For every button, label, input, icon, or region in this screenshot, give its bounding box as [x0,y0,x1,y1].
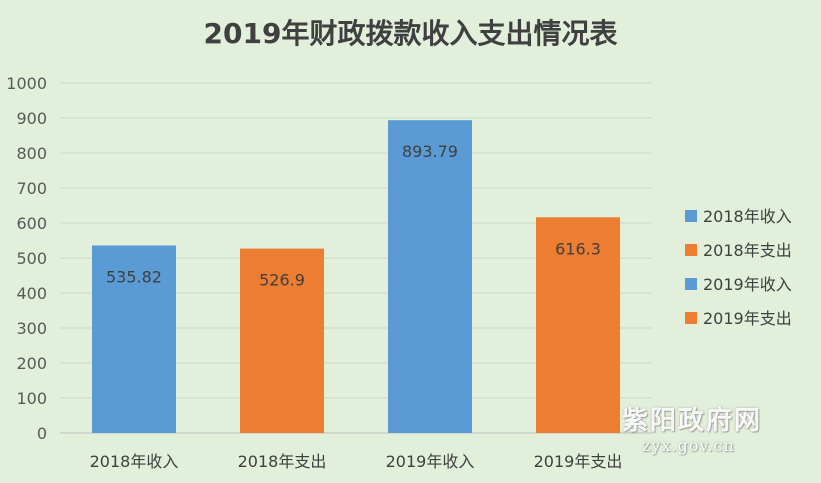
bar [536,217,620,433]
data-label: 893.79 [402,142,458,161]
bar [240,248,324,433]
legend-label: 2019年收入 [703,275,792,294]
chart-title: 2019年财政拨款收入支出情况表 [203,17,618,50]
y-tick-label: 300 [16,319,47,338]
data-label: 616.3 [555,239,601,258]
y-tick-label: 500 [16,249,47,268]
y-tick-label: 0 [37,424,47,443]
data-label: 526.9 [259,271,305,290]
data-label: 535.82 [106,267,162,286]
legend-label: 2019年支出 [703,309,792,328]
y-tick-label: 400 [16,284,47,303]
x-tick-label: 2019年支出 [534,452,623,471]
x-tick-label: 2018年支出 [238,452,327,471]
bar [92,245,176,433]
y-tick-label: 700 [16,179,47,198]
legend-swatch [685,278,697,290]
legend-swatch [685,312,697,324]
y-tick-label: 1000 [6,74,47,93]
y-tick-label: 800 [16,144,47,163]
y-tick-label: 200 [16,354,47,373]
x-tick-label: 2019年收入 [386,452,475,471]
legend-label: 2018年收入 [703,207,792,226]
y-tick-label: 100 [16,389,47,408]
y-tick-label: 600 [16,214,47,233]
y-tick-label: 900 [16,109,47,128]
legend-swatch [685,244,697,256]
legend-swatch [685,210,697,222]
watermark-site-name: 紫阳政府网 [622,406,763,436]
legend-label: 2018年支出 [703,241,792,260]
watermark-url: zyx.gov.cn [642,436,735,455]
bar [388,120,472,434]
x-tick-label: 2018年收入 [90,452,179,471]
